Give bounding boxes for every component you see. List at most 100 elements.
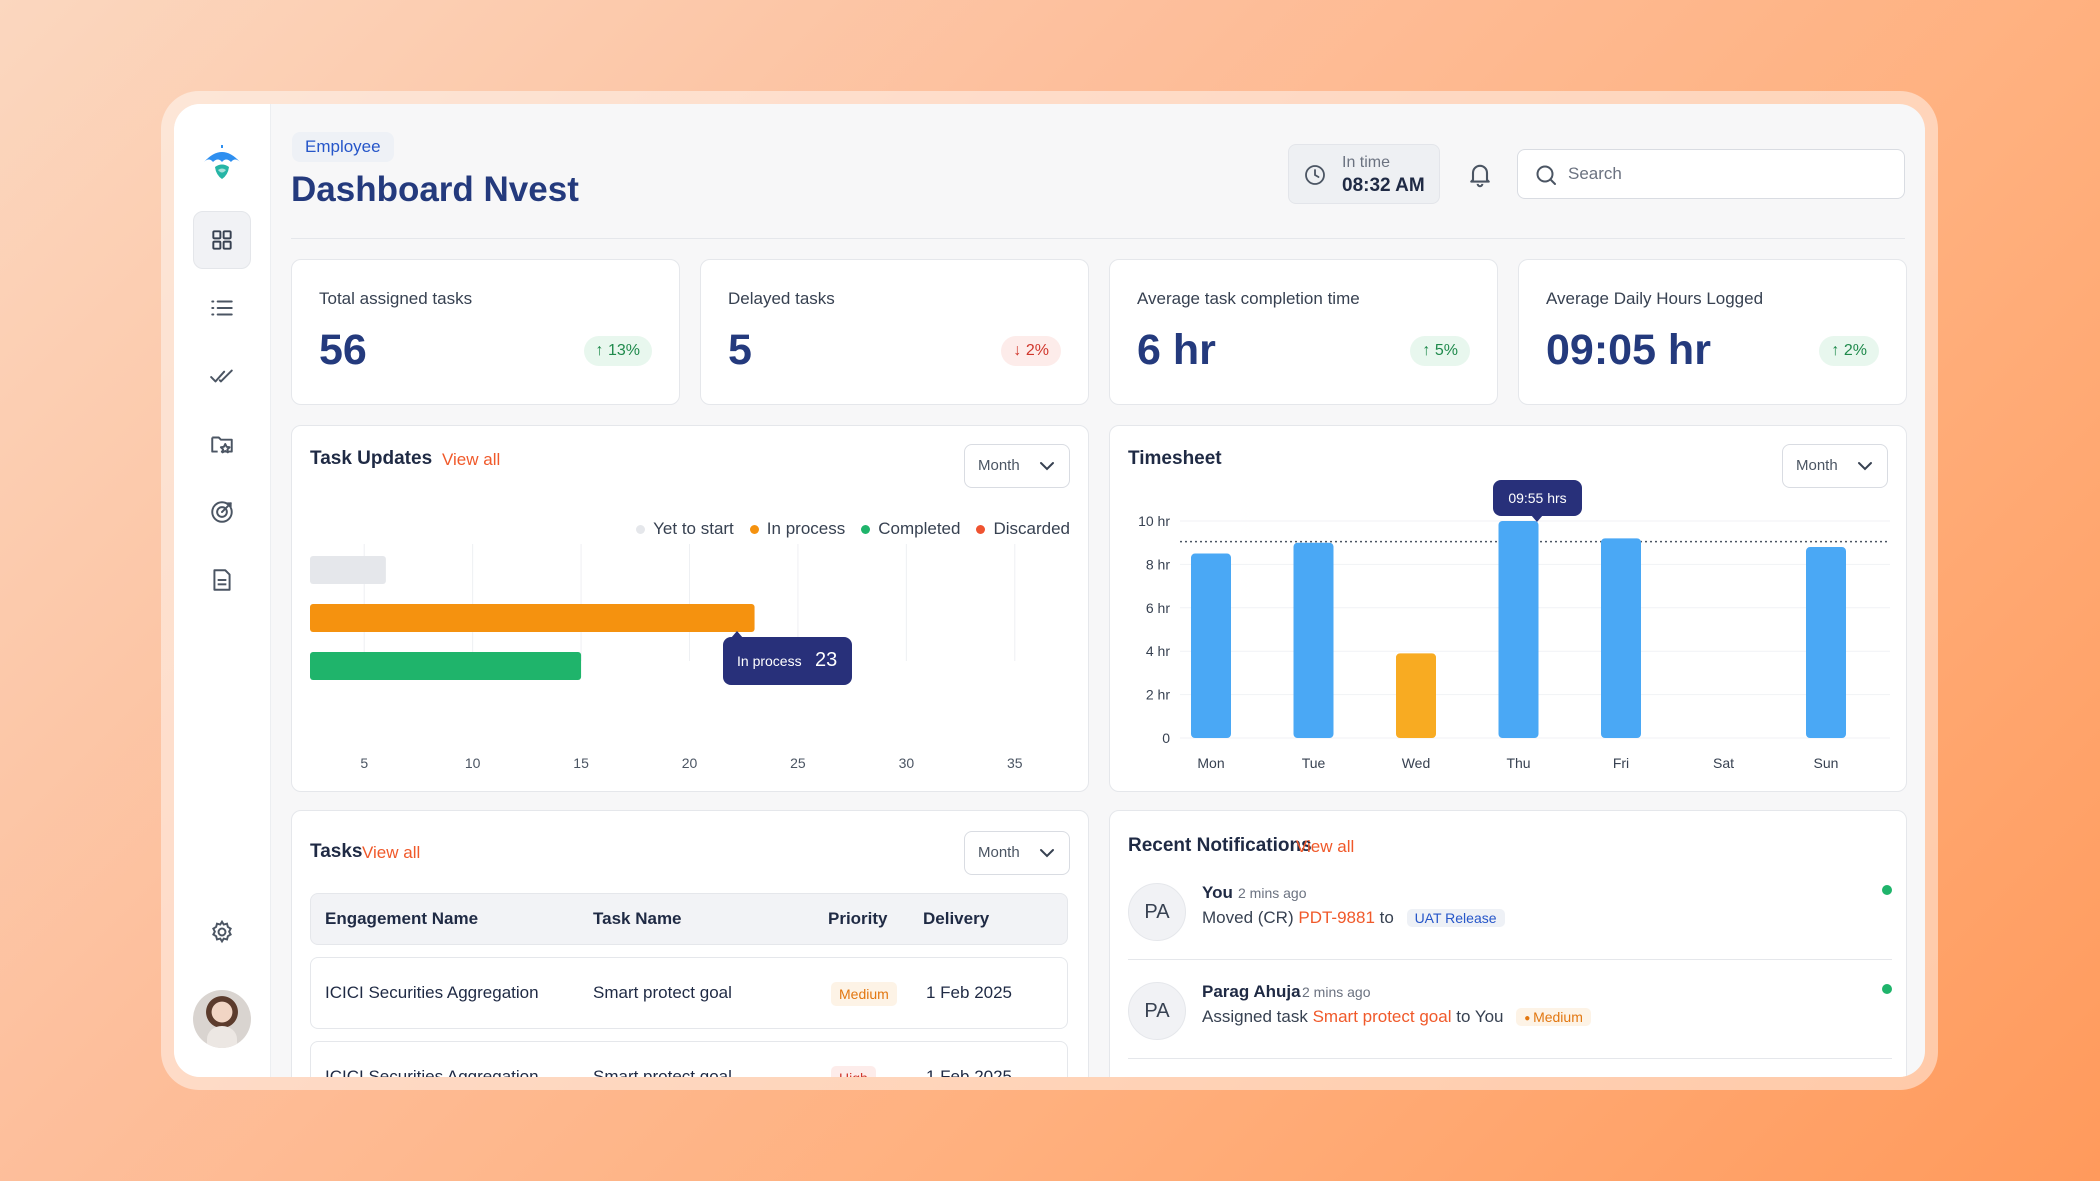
y-tick-label: 0	[1162, 730, 1170, 746]
legend-item-completed: Completed	[861, 519, 960, 539]
chevron-down-icon	[1040, 849, 1054, 858]
message-link[interactable]: Smart protect goal	[1312, 1007, 1452, 1026]
cell-delivery: 1 Feb 2025	[926, 1067, 1013, 1077]
notification-avatar: PA	[1128, 982, 1186, 1040]
notification-divider	[1128, 1058, 1892, 1059]
sidebar-item-projects[interactable]	[193, 415, 251, 473]
notification-avatar: PA	[1128, 883, 1186, 941]
stat-label: Total assigned tasks	[319, 289, 473, 308]
unread-dot-icon	[1882, 984, 1892, 994]
message-text: to You	[1456, 1007, 1504, 1026]
notification-message: Moved (CR) PDT-9881 to UAT Release	[1202, 908, 1505, 928]
message-text: to	[1379, 908, 1394, 927]
notifications-title: Recent Notifications	[1128, 835, 1312, 856]
settings-icon	[212, 919, 232, 944]
x-tick-label: Mon	[1197, 755, 1224, 771]
x-tick-label: Thu	[1506, 755, 1530, 771]
sidebar-item-approvals[interactable]	[193, 347, 251, 405]
stat-delta-value: 5%	[1434, 342, 1458, 359]
notification-item[interactable]: PA Parag Ahuja 2 mins ago Assigned task …	[1128, 974, 1892, 1072]
stat-card-total-tasks: Total assigned tasks 56 ↑ 13%	[291, 259, 680, 405]
bar-yet-to-start	[310, 556, 386, 584]
y-tick-label: 6 hr	[1146, 600, 1170, 616]
timesheet-period-dropdown[interactable]: Month	[1782, 444, 1888, 488]
priority-badge: High	[831, 1066, 876, 1077]
y-tick-label: 4 hr	[1146, 643, 1170, 659]
x-tick-label: 10	[465, 755, 481, 771]
task-updates-title: Task Updates	[310, 448, 433, 469]
y-tick-label: 10 hr	[1138, 513, 1170, 529]
chevron-down-icon	[1858, 462, 1872, 471]
column-header-engagement: Engagement Name	[325, 909, 479, 928]
priority-badge: Medium	[831, 982, 897, 1006]
legend-label: In process	[766, 519, 846, 538]
notification-time: 2 mins ago	[1238, 885, 1307, 901]
stat-label: Delayed tasks	[728, 289, 835, 308]
in-time-widget: In time 08:32 AM	[1288, 144, 1440, 204]
task-updates-view-all-link[interactable]: View all	[442, 450, 501, 469]
cell-engagement: ICICI Securities Aggregation	[325, 1067, 539, 1077]
search-input[interactable]	[1568, 158, 1888, 190]
list-icon	[211, 300, 233, 316]
legend-item-discarded: Discarded	[976, 519, 1070, 539]
legend-item-yet-to-start: Yet to start	[636, 519, 734, 539]
umbrella-logo-icon	[204, 145, 240, 179]
cell-engagement: ICICI Securities Aggregation	[325, 983, 539, 1002]
sidebar-item-settings[interactable]	[193, 903, 251, 961]
task-updates-card: Task Updates View all Month Yet to start…	[291, 425, 1089, 792]
stat-delta-badge: ↑ 5%	[1410, 336, 1470, 366]
cell-task: Smart protect goal	[593, 1067, 732, 1077]
tasks-view-all-link[interactable]: View all	[362, 843, 421, 862]
bar-mon	[1191, 553, 1231, 738]
stat-delta-badge: ↓ 2%	[1001, 336, 1061, 366]
tooltip-value: 09:55 hrs	[1508, 490, 1567, 506]
tasks-card: Tasks View all Month Engagement Name Tas…	[291, 810, 1089, 1077]
legend-label: Discarded	[993, 519, 1070, 538]
tooltip-value: 23	[815, 649, 838, 671]
column-header-priority: Priority	[828, 909, 888, 928]
y-tick-label: 2 hr	[1146, 687, 1170, 703]
stat-value: 5	[728, 326, 752, 374]
legend-item-in-process: In process	[749, 519, 846, 539]
sidebar-item-dashboard[interactable]	[193, 211, 251, 269]
bell-icon[interactable]	[1466, 160, 1494, 188]
x-tick-label: 15	[573, 755, 589, 771]
notification-item[interactable]: PA You 2 mins ago Moved (CR) PDT-9881 to…	[1128, 875, 1892, 973]
bar-in-process	[310, 604, 755, 632]
tasks-period-dropdown[interactable]: Month	[964, 831, 1070, 875]
stat-label: Average Daily Hours Logged	[1546, 289, 1764, 308]
stat-delta-badge: ↑ 2%	[1819, 336, 1879, 366]
stat-card-avg-hours: Average Daily Hours Logged 09:05 hr ↑ 2%	[1518, 259, 1907, 405]
notification-actor: You	[1202, 883, 1233, 902]
stat-card-delayed-tasks: Delayed tasks 5 ↓ 2%	[700, 259, 1089, 405]
sidebar-item-list[interactable]	[193, 279, 251, 337]
timesheet-card: Timesheet Month 0 2 hr 4 hr 6 hr 8 hr 10 hr Mo…	[1109, 425, 1907, 792]
message-text: Moved (CR)	[1202, 908, 1294, 927]
target-icon	[211, 501, 233, 523]
x-tick-label: 30	[899, 755, 915, 771]
sidebar-item-goals[interactable]	[193, 483, 251, 541]
notifications-view-all-link[interactable]: View all	[1296, 837, 1355, 856]
legend-label: Yet to start	[653, 519, 734, 538]
sidebar-item-documents[interactable]	[193, 551, 251, 609]
arrow-up-icon: ↑	[1422, 342, 1435, 359]
in-process-tooltip: In process 23	[723, 631, 852, 685]
table-row[interactable]: ICICI Securities Aggregation Smart prote…	[310, 957, 1068, 1029]
task-updates-period-dropdown[interactable]: Month	[964, 444, 1070, 488]
x-tick-label: 25	[790, 755, 806, 771]
x-tick-label: Sun	[1814, 755, 1839, 771]
user-avatar[interactable]	[193, 990, 251, 1048]
cell-delivery: 1 Feb 2025	[926, 983, 1013, 1002]
folder-star-icon	[211, 436, 233, 454]
bar-thu	[1498, 521, 1539, 738]
search-box[interactable]	[1517, 149, 1905, 199]
message-link[interactable]: PDT-9881	[1298, 908, 1375, 927]
bar-sun	[1806, 547, 1846, 738]
bar-wed	[1396, 653, 1436, 738]
chart-legend: Yet to start In process Completed Discar…	[636, 519, 1070, 539]
table-row[interactable]: ICICI Securities Aggregation Smart prote…	[310, 1041, 1068, 1077]
tooltip-label: In process	[737, 653, 802, 669]
message-text: Assigned task	[1202, 1007, 1308, 1026]
stat-value: 09:05 hr	[1546, 326, 1711, 374]
x-tick-label: 5	[360, 755, 368, 771]
